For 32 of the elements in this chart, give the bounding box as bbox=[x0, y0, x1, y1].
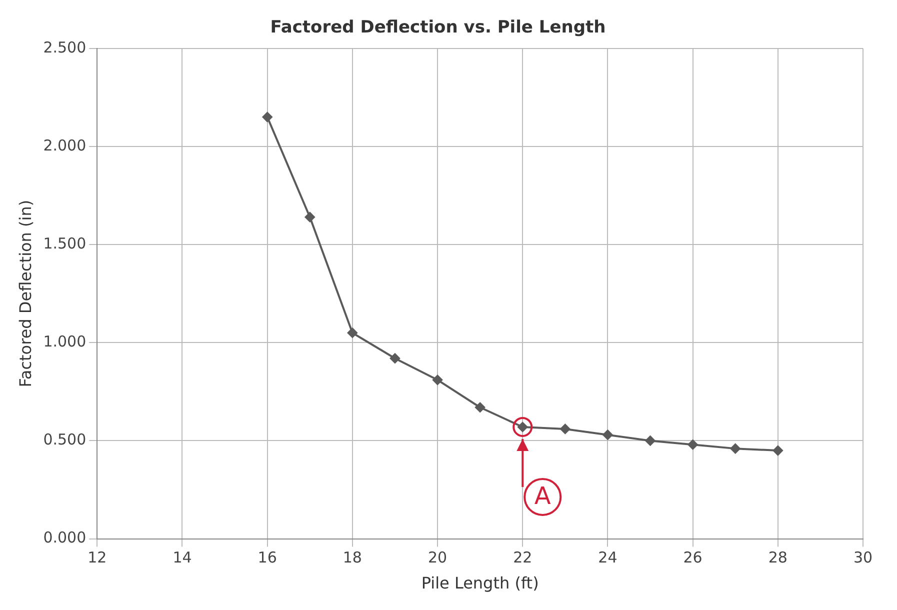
x-tick-label: 22 bbox=[513, 548, 532, 567]
point bbox=[432, 374, 443, 385]
y-tick-label: 0.500 bbox=[43, 430, 86, 449]
x-tick-label: 16 bbox=[258, 548, 277, 567]
x-tick-label: 18 bbox=[342, 548, 362, 567]
y-tick-label: 2.500 bbox=[43, 38, 86, 56]
point bbox=[347, 328, 358, 338]
x-tick-label: 12 bbox=[88, 548, 107, 567]
y-tick-label: 2.000 bbox=[43, 136, 86, 154]
y-tick-label: 1.000 bbox=[43, 332, 86, 351]
point bbox=[390, 353, 400, 364]
y-tick-label: 1.500 bbox=[43, 234, 86, 252]
point bbox=[560, 424, 570, 434]
point bbox=[304, 212, 315, 222]
x-tick-label: 26 bbox=[683, 548, 702, 567]
point bbox=[730, 444, 740, 454]
point bbox=[262, 112, 272, 122]
x-tick-label: 20 bbox=[428, 548, 448, 567]
x-tick-label: 30 bbox=[853, 548, 873, 567]
annotation: A bbox=[534, 482, 552, 510]
chart-title: Factored Deflection vs. Pile Length bbox=[270, 18, 606, 38]
x-tick-label: 24 bbox=[598, 548, 618, 567]
y-tick-label: 0.000 bbox=[43, 528, 86, 547]
x-tick-label: 14 bbox=[172, 548, 192, 567]
point bbox=[645, 436, 656, 446]
y-axis-title: Factored Deflection (in) bbox=[16, 200, 35, 388]
point bbox=[688, 440, 698, 450]
point bbox=[772, 446, 783, 456]
point bbox=[475, 402, 486, 412]
point bbox=[602, 430, 613, 440]
x-tick-label: 28 bbox=[768, 548, 788, 567]
x-axis-title: Pile Length (ft) bbox=[421, 574, 539, 593]
